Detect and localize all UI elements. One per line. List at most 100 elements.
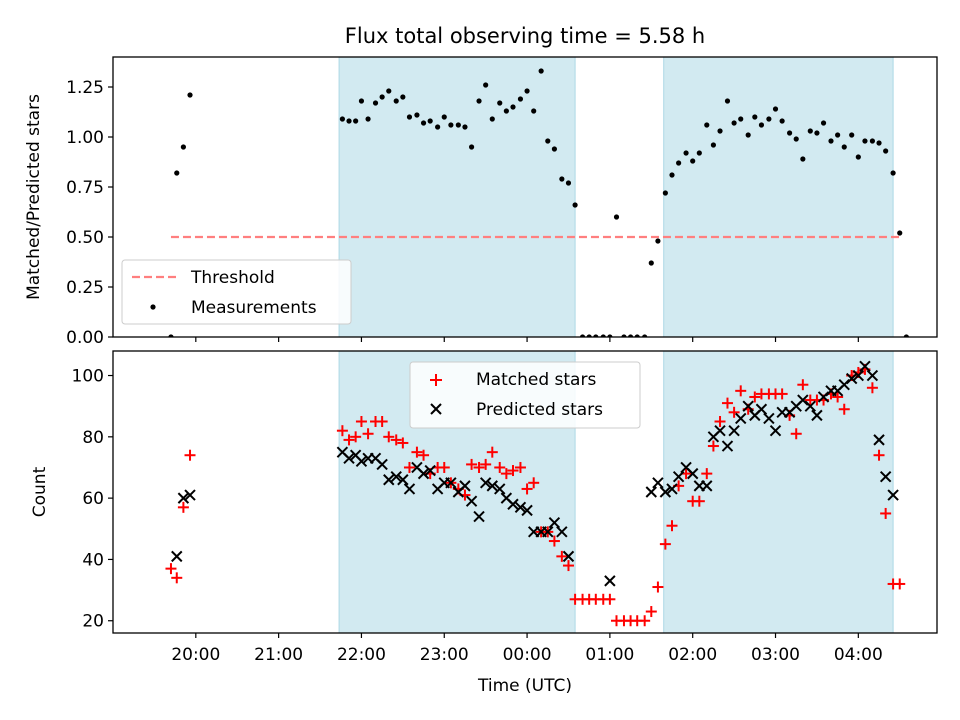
matched-star-point bbox=[521, 483, 533, 495]
predicted-star-point bbox=[184, 489, 196, 501]
measurement-point bbox=[683, 150, 689, 156]
measurement-point bbox=[420, 120, 427, 126]
predicted-star-point bbox=[494, 483, 506, 495]
predicted-star-point bbox=[507, 498, 519, 510]
top-y-axis: 0.00 0.25 0.50 0.75 1.00 1.25 bbox=[66, 78, 113, 348]
measurement-point bbox=[828, 138, 834, 144]
predicted-star-point bbox=[866, 369, 879, 382]
matched-star-point bbox=[659, 538, 671, 550]
predicted-star-point bbox=[672, 470, 685, 483]
matched-star-point bbox=[177, 501, 189, 513]
measurement-point bbox=[406, 114, 413, 120]
matched-star-point bbox=[466, 458, 478, 470]
matched-star-point bbox=[390, 434, 402, 446]
predicted-star-point bbox=[721, 440, 734, 452]
bottom-panel: 20 40 60 80 100 20:00 21:00 22:00 23:00 00:00 01:… bbox=[30, 350, 938, 696]
measurement-point bbox=[476, 98, 482, 104]
predicted-star-point bbox=[652, 477, 664, 489]
predicted-star-point bbox=[548, 516, 561, 529]
measurement-point bbox=[758, 122, 765, 128]
top-panel: 0.00 0.25 0.50 0.75 1.00 1.25 Matched/Predict… bbox=[24, 56, 938, 348]
predicted-star-point bbox=[556, 526, 568, 538]
predicted-star-point bbox=[769, 424, 782, 437]
measurement-point bbox=[455, 122, 461, 128]
measurement-point bbox=[869, 138, 876, 144]
predicted-star-point bbox=[755, 403, 768, 415]
predicted-star-point bbox=[465, 495, 478, 507]
predicted-star-point bbox=[659, 486, 672, 498]
predicted-star-point bbox=[403, 483, 416, 495]
measurement-point bbox=[180, 144, 186, 150]
matched-star-point bbox=[507, 465, 519, 477]
bottom-marks bbox=[165, 360, 906, 627]
measurement-point bbox=[655, 238, 661, 244]
matched-star-point bbox=[776, 388, 788, 400]
predicted-star-point bbox=[424, 464, 436, 477]
matched-star-point bbox=[639, 615, 651, 627]
predicted-star-point bbox=[852, 369, 865, 382]
predicted-star-point bbox=[397, 474, 409, 486]
matched-star-point bbox=[355, 416, 367, 427]
matched-star-point bbox=[480, 458, 492, 470]
top-y-tick-label: 0.00 bbox=[66, 328, 104, 348]
predicted-star-point bbox=[728, 424, 740, 437]
measurement-point bbox=[662, 190, 668, 196]
predicted-star-point bbox=[604, 575, 616, 587]
measurement-point bbox=[731, 120, 737, 126]
measurement-point bbox=[779, 118, 785, 124]
measurement-point bbox=[489, 116, 495, 122]
matched-star-point bbox=[403, 461, 415, 473]
bottom-x-axis: 20:00 21:00 22:00 23:00 00:00 01:00 02:00 03:00… bbox=[171, 633, 883, 665]
matched-star-point bbox=[383, 431, 395, 443]
measurement-point bbox=[565, 180, 572, 186]
measurement-point bbox=[448, 122, 454, 128]
bottom-y-tick-label: 60 bbox=[82, 489, 104, 509]
bottom-y-tick-label: 100 bbox=[72, 367, 104, 387]
legend-threshold-label: Threshold bbox=[190, 268, 275, 288]
matched-star-point bbox=[438, 461, 450, 473]
bottom-shaded-region-1 bbox=[663, 351, 894, 633]
matched-star-point bbox=[514, 461, 526, 473]
predicted-star-point bbox=[873, 434, 885, 446]
x-tick-label: 21:00 bbox=[254, 645, 303, 665]
matched-star-point bbox=[873, 449, 885, 461]
measurement-point bbox=[883, 148, 889, 154]
matched-star-point bbox=[721, 397, 733, 409]
matched-star-point bbox=[666, 520, 678, 532]
top-y-tick-label: 0.75 bbox=[66, 178, 104, 198]
measurement-point bbox=[174, 170, 180, 176]
measurement-point bbox=[676, 160, 682, 166]
matched-star-point bbox=[562, 560, 574, 572]
matched-star-point bbox=[184, 449, 196, 461]
legend-predicted-swatch bbox=[430, 403, 442, 415]
measurement-point bbox=[807, 128, 813, 134]
measurement-point bbox=[559, 176, 565, 182]
measurement-point bbox=[517, 96, 524, 102]
predicted-star-point bbox=[521, 504, 533, 517]
x-tick-label: 23:00 bbox=[420, 645, 469, 665]
matched-star-point bbox=[411, 446, 423, 458]
x-tick-label: 20:00 bbox=[171, 645, 220, 665]
measurement-point bbox=[427, 118, 433, 124]
measurement-point bbox=[379, 94, 385, 100]
top-shaded-region-0 bbox=[338, 57, 576, 337]
matched-star-point bbox=[397, 437, 409, 449]
measurement-point bbox=[393, 98, 399, 104]
top-y-tick-label: 1.00 bbox=[66, 128, 104, 148]
predicted-star-point bbox=[177, 492, 190, 504]
matched-star-point bbox=[735, 385, 747, 397]
matched-star-point bbox=[343, 434, 355, 446]
measurement-point bbox=[545, 138, 551, 144]
bottom-legend: Matched stars Predicted stars bbox=[409, 361, 641, 429]
bottom-y-axis: 20 40 60 80 100 bbox=[72, 367, 113, 632]
matched-star-point bbox=[714, 416, 726, 427]
measurement-point bbox=[441, 114, 447, 120]
legend-measurements-label: Measurements bbox=[191, 298, 317, 318]
measurement-point bbox=[890, 170, 896, 176]
measurement-point bbox=[835, 132, 841, 138]
measurement-point bbox=[897, 230, 903, 236]
x-tick-label: 03:00 bbox=[751, 645, 800, 665]
top-y-tick-label: 0.50 bbox=[66, 228, 104, 248]
measurement-point bbox=[503, 108, 509, 114]
